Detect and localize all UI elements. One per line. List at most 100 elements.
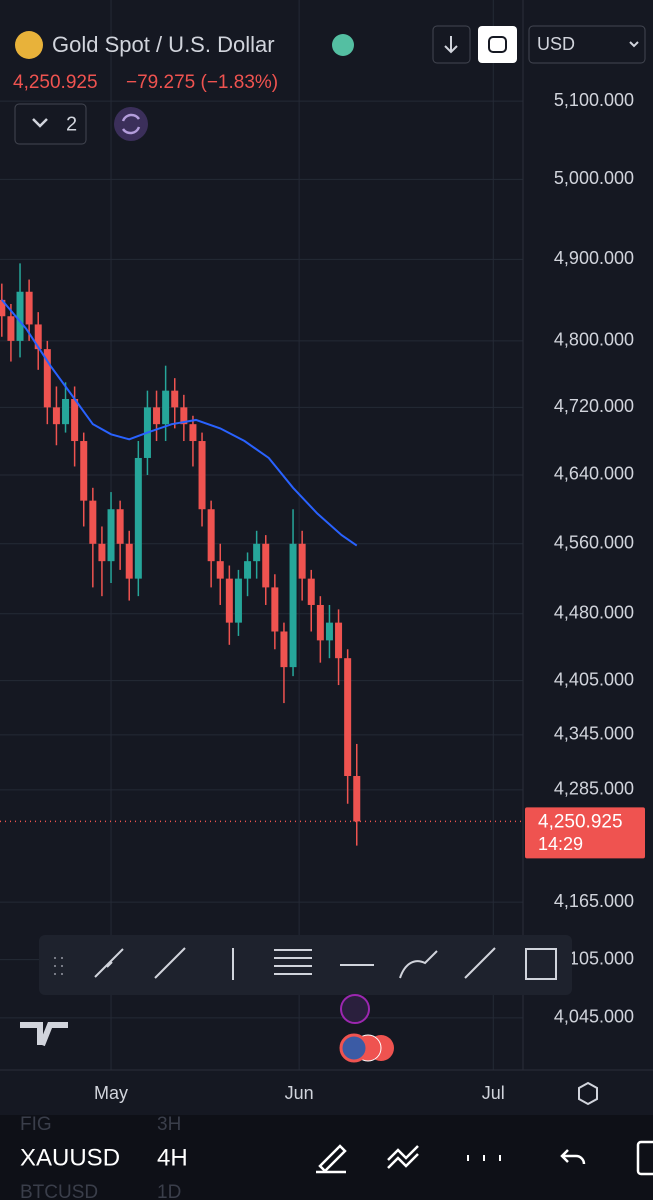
- candle-body: [71, 398, 79, 442]
- brush-tool[interactable]: [399, 950, 438, 979]
- undo-button[interactable]: [560, 1149, 586, 1165]
- y-tick-label: 4,405.000: [554, 669, 634, 689]
- bottom-icons: [316, 1140, 653, 1176]
- candle-body: [0, 299, 6, 317]
- candle-body: [289, 543, 297, 668]
- candle-body: [89, 500, 97, 544]
- x-tick-label: May: [94, 1083, 128, 1103]
- title: Gold Spot / U.S. Dollar: [52, 32, 275, 57]
- arrow-icon: [444, 36, 458, 54]
- last-price-box: [525, 807, 645, 859]
- candle-body: [62, 398, 70, 425]
- moving-average: [1, 299, 358, 547]
- rect-tool[interactable]: [525, 948, 557, 980]
- candle-body: [98, 543, 106, 562]
- settings-button[interactable]: [578, 1081, 598, 1106]
- y-tick-label: 4,480.000: [554, 603, 634, 623]
- chevron: [629, 41, 639, 48]
- event-icon[interactable]: [339, 1033, 369, 1063]
- candle-body: [180, 407, 188, 425]
- bottom-bar: [0, 1115, 653, 1200]
- symbol[interactable]: XAUUSD: [20, 1144, 120, 1171]
- y-tick-label: 4,720.000: [554, 396, 634, 416]
- indicators-nav[interactable]: [387, 1145, 419, 1169]
- line-tool[interactable]: [154, 947, 186, 979]
- ray-tool[interactable]: [464, 947, 496, 979]
- candle-body: [307, 578, 315, 605]
- y-tick-label: 4,105.000: [554, 948, 634, 968]
- currency-select[interactable]: [528, 25, 646, 64]
- candle-body: [125, 543, 133, 579]
- indicators-button[interactable]: [14, 103, 87, 145]
- candle-body: [353, 776, 361, 822]
- candle-body: [325, 622, 333, 641]
- candle-body: [262, 543, 270, 588]
- candle-body: [253, 543, 261, 562]
- plot: [0, 0, 523, 1070]
- layout-button[interactable]: [478, 26, 517, 63]
- gold-icon: [15, 31, 43, 59]
- candle-body: [216, 561, 224, 579]
- fib-tool[interactable]: [274, 949, 312, 975]
- next-symbol: BTCUSD: [20, 1182, 98, 1200]
- y-tick-label: 4,045.000: [554, 1007, 634, 1027]
- x-tick-label: Jun: [285, 1083, 314, 1103]
- draw-button[interactable]: [316, 1144, 347, 1174]
- candle-body: [198, 441, 206, 510]
- sync-button[interactable]: [114, 107, 148, 141]
- candle-body: [280, 631, 288, 668]
- y-tick-label: 5,100.000: [554, 90, 634, 110]
- y-tick-label: 4,640.000: [554, 464, 634, 484]
- candle-body: [16, 291, 24, 341]
- candle-body: [271, 587, 279, 632]
- candle-body: [207, 509, 215, 562]
- prev-interval: 3H: [157, 1114, 181, 1135]
- interval[interactable]: 4H: [157, 1144, 188, 1171]
- y-tick-label: 4,560.000: [554, 533, 634, 553]
- candle-body: [189, 424, 197, 442]
- prev-symbol: FIG: [20, 1114, 52, 1135]
- layout-icon: [488, 36, 507, 53]
- candle-body: [34, 324, 42, 350]
- candle-body: [153, 407, 161, 425]
- trend-tool[interactable]: [94, 948, 124, 978]
- y-tick-label: 4,285.000: [554, 779, 634, 799]
- y-tick-label: 5,000.000: [554, 168, 634, 188]
- y-tick-label: 4,800.000: [554, 330, 634, 350]
- candle-body: [162, 390, 170, 425]
- candle-body: [298, 543, 306, 579]
- sync-icon: [121, 113, 141, 135]
- candle-body: [7, 316, 15, 341]
- x-tick-label: Jul: [482, 1083, 505, 1103]
- candle-body: [116, 509, 124, 544]
- indicator-count: 2: [66, 113, 77, 135]
- y-tick-label: 4,900.000: [554, 248, 634, 268]
- chevron: [32, 118, 48, 128]
- currency: USD: [537, 34, 575, 54]
- logo: [20, 1022, 68, 1047]
- event-icon[interactable]: [340, 994, 370, 1024]
- drag-handle[interactable]: [54, 957, 63, 975]
- candle-body: [234, 578, 242, 623]
- y-tick-label: 4,345.000: [554, 724, 634, 744]
- candle-body: [171, 390, 179, 408]
- candle-body: [52, 407, 60, 425]
- candle-body: [244, 561, 252, 579]
- candle-body: [107, 509, 115, 562]
- candle-body: [25, 291, 33, 325]
- next-interval: 1D: [157, 1182, 181, 1200]
- candle-body: [43, 349, 51, 408]
- toolbar-icons: [54, 947, 557, 980]
- change: −79.275 (−1.83%): [126, 72, 278, 93]
- candle-body: [344, 658, 352, 777]
- last-price-label: 4,250.925: [538, 811, 623, 832]
- price: 4,250.925: [13, 72, 98, 93]
- redo-button[interactable]: [636, 1140, 653, 1176]
- candle-body: [225, 578, 233, 623]
- candle-body: [80, 441, 88, 501]
- candle-body: [316, 604, 324, 641]
- candle-body: [134, 457, 142, 579]
